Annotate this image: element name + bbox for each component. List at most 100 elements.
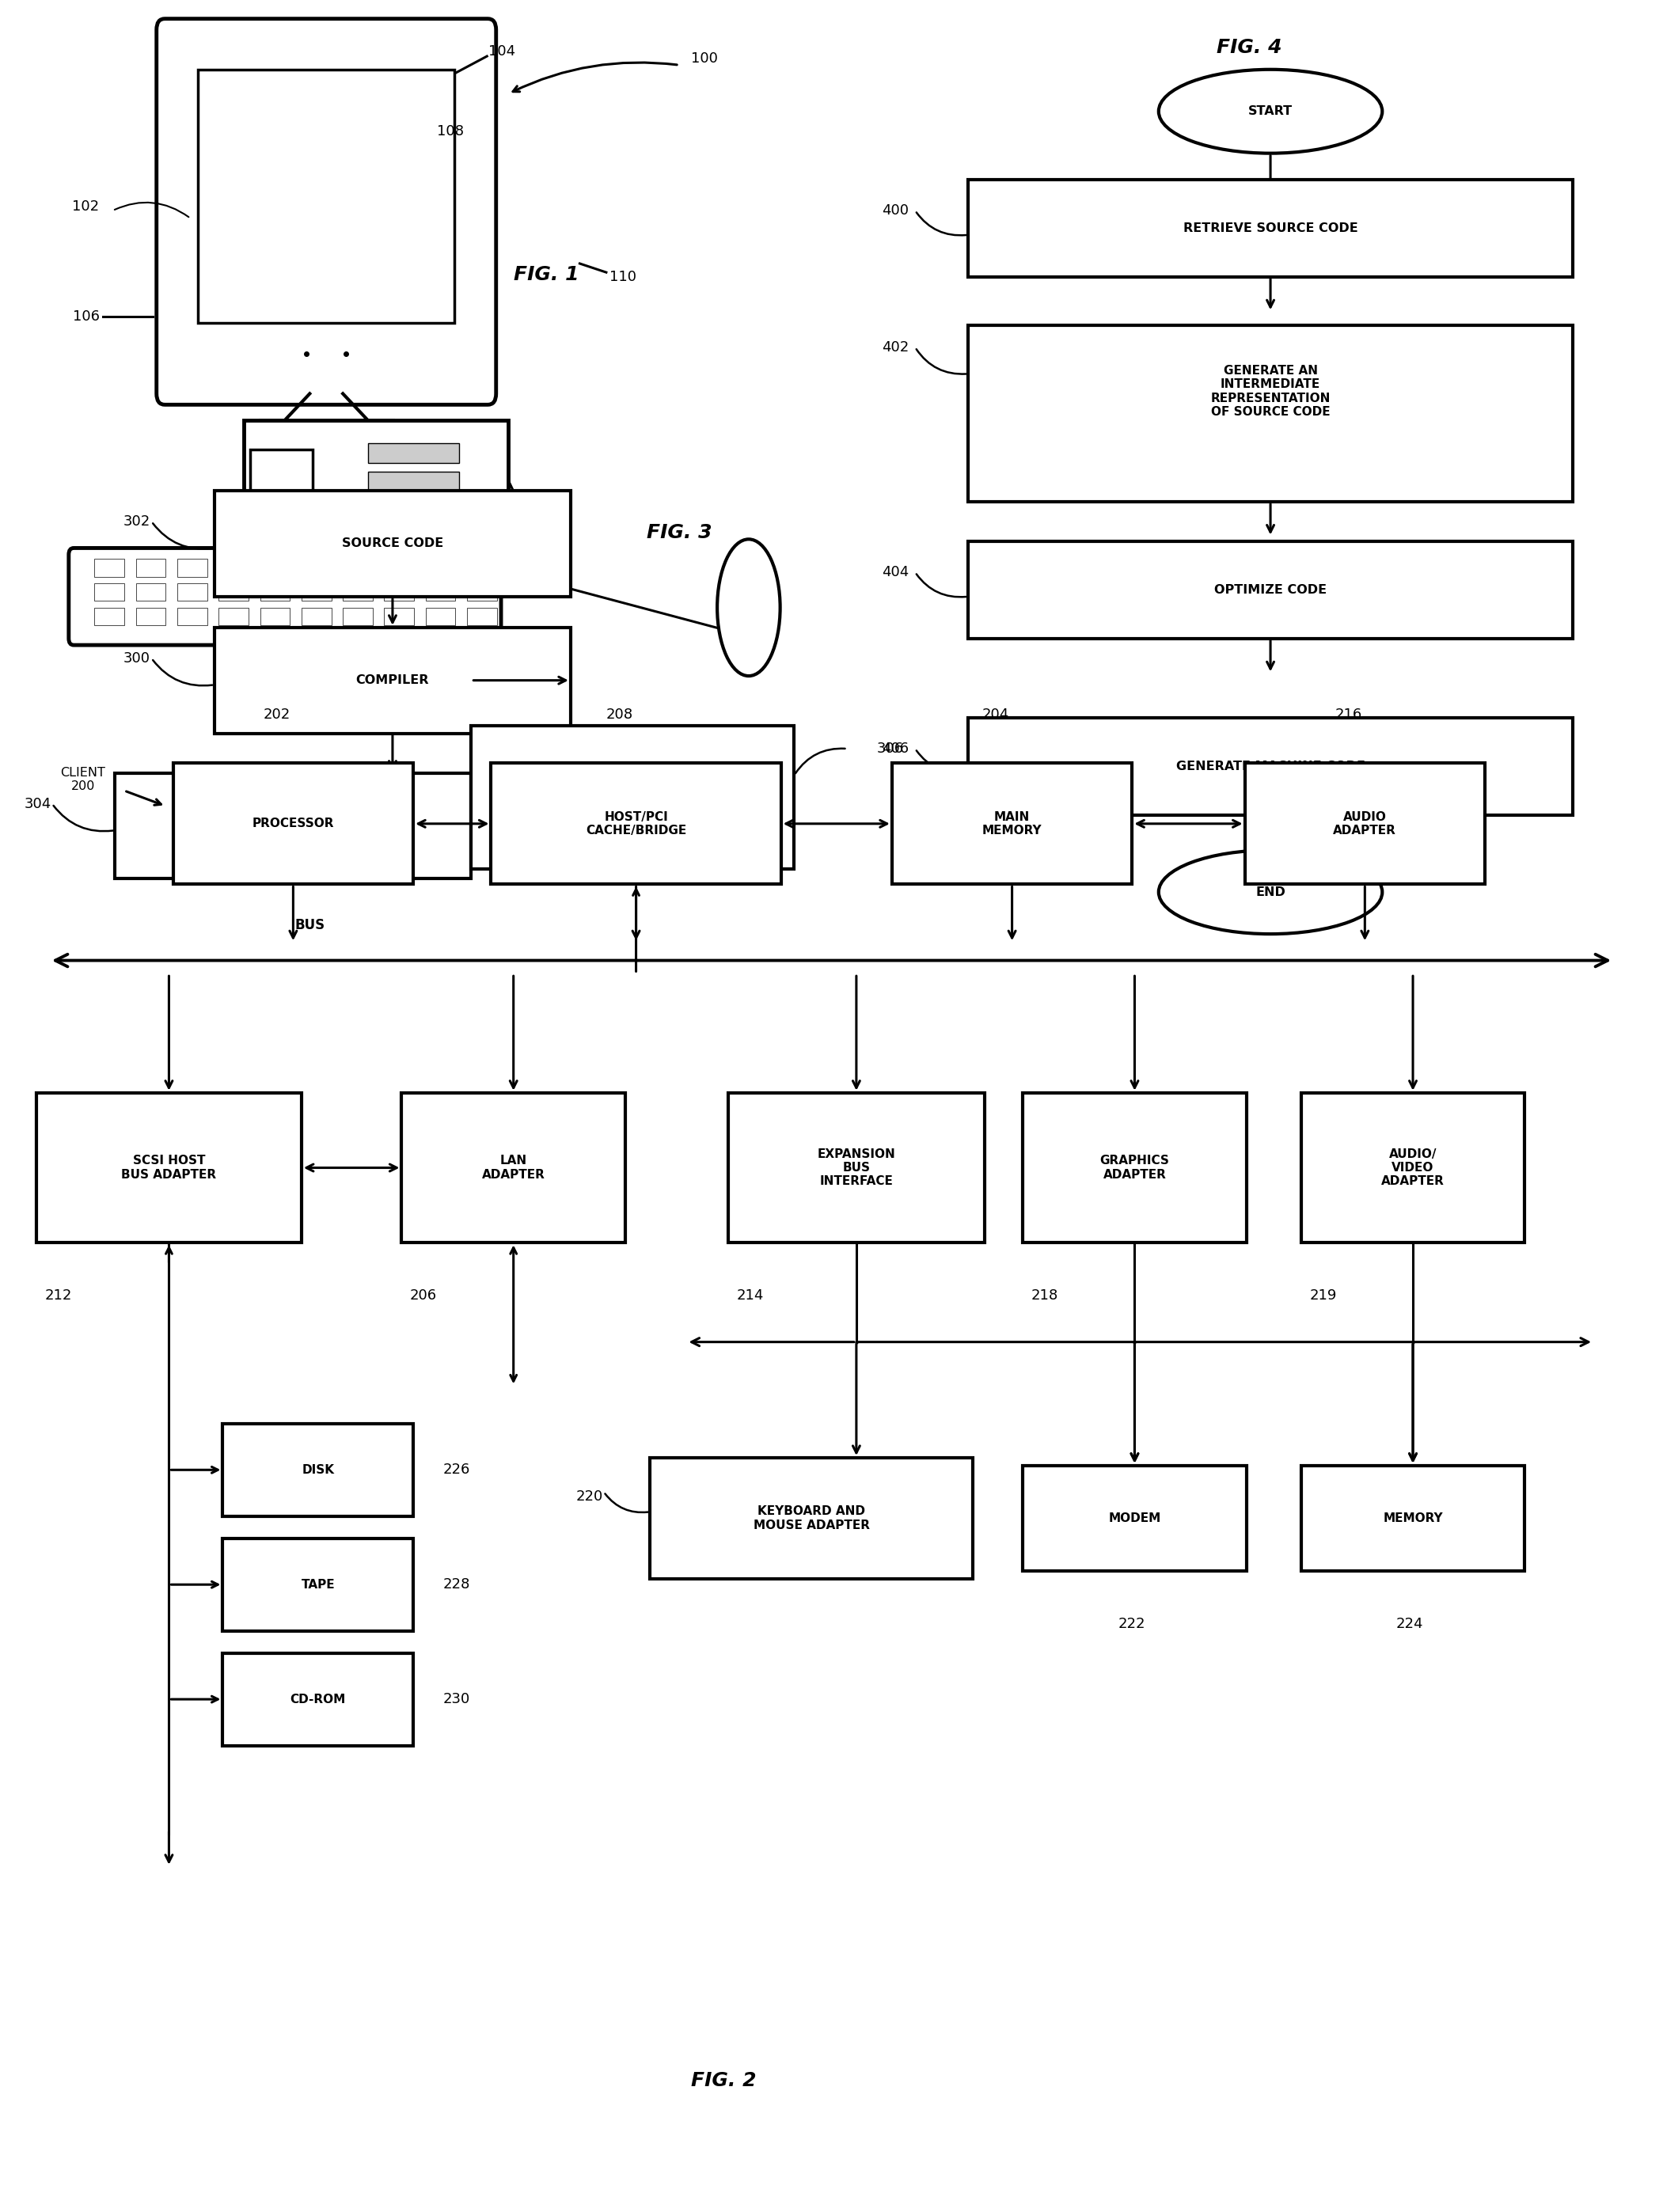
Bar <box>136 608 166 626</box>
Bar <box>301 608 331 626</box>
FancyBboxPatch shape <box>1023 1467 1247 1571</box>
FancyBboxPatch shape <box>491 763 782 885</box>
FancyBboxPatch shape <box>728 1093 984 1243</box>
Bar <box>95 560 125 577</box>
Text: 406: 406 <box>881 741 910 757</box>
Bar <box>259 560 289 577</box>
Text: 222: 222 <box>1118 1617 1146 1632</box>
Text: MAIN
MEMORY: MAIN MEMORY <box>983 812 1043 836</box>
Text: 108: 108 <box>437 124 464 139</box>
Bar <box>95 584 125 602</box>
Bar <box>368 442 459 462</box>
Bar <box>426 608 456 626</box>
Text: OPTIMIZE CODE: OPTIMIZE CODE <box>1214 584 1327 595</box>
Bar <box>178 608 206 626</box>
Bar <box>467 584 497 602</box>
FancyBboxPatch shape <box>471 726 795 869</box>
Ellipse shape <box>1159 69 1382 153</box>
Bar <box>467 560 497 577</box>
Text: 102: 102 <box>73 199 100 212</box>
Bar <box>95 608 125 626</box>
FancyBboxPatch shape <box>402 1093 625 1243</box>
Text: KEYBOARD AND
MOUSE ADAPTER: KEYBOARD AND MOUSE ADAPTER <box>753 1506 870 1531</box>
Bar <box>343 560 373 577</box>
FancyBboxPatch shape <box>1300 1093 1525 1243</box>
Text: 106: 106 <box>73 310 100 323</box>
Text: MODEM: MODEM <box>1109 1513 1161 1524</box>
Text: INTERMEDIATE
REPRESENTATION: INTERMEDIATE REPRESENTATION <box>572 768 693 792</box>
Text: FIG. 2: FIG. 2 <box>692 2070 757 2090</box>
Text: 204: 204 <box>981 708 1009 721</box>
FancyBboxPatch shape <box>650 1458 973 1579</box>
Text: 100: 100 <box>690 51 717 66</box>
Text: 230: 230 <box>442 1692 471 1705</box>
Bar <box>426 560 456 577</box>
Text: 400: 400 <box>881 204 910 217</box>
FancyBboxPatch shape <box>223 1652 414 1745</box>
Text: AUDIO
ADAPTER: AUDIO ADAPTER <box>1334 812 1397 836</box>
Text: GRAPHICS
ADAPTER: GRAPHICS ADAPTER <box>1099 1155 1169 1181</box>
FancyBboxPatch shape <box>1300 1467 1525 1571</box>
Ellipse shape <box>1159 849 1382 933</box>
Text: END: END <box>1256 887 1285 898</box>
Text: 226: 226 <box>442 1462 471 1478</box>
FancyBboxPatch shape <box>1023 1093 1247 1243</box>
Text: MEMORY: MEMORY <box>1384 1513 1443 1524</box>
Text: 300: 300 <box>123 650 150 666</box>
Text: PROCESSOR: PROCESSOR <box>253 818 334 830</box>
Ellipse shape <box>717 540 780 677</box>
Bar <box>178 560 206 577</box>
FancyBboxPatch shape <box>968 179 1573 276</box>
Text: GENERATE AN
INTERMEDIATE
REPRESENTATION
OF SOURCE CODE: GENERATE AN INTERMEDIATE REPRESENTATION … <box>1211 365 1330 418</box>
Text: SCSI HOST
BUS ADAPTER: SCSI HOST BUS ADAPTER <box>121 1155 216 1181</box>
Text: HOST/PCI
CACHE/BRIDGE: HOST/PCI CACHE/BRIDGE <box>585 812 687 836</box>
Text: START: START <box>1249 106 1292 117</box>
Text: DISK: DISK <box>301 1464 334 1475</box>
Text: BUS: BUS <box>294 918 324 931</box>
Bar <box>343 584 373 602</box>
FancyBboxPatch shape <box>223 1425 414 1515</box>
Bar <box>343 608 373 626</box>
Bar <box>178 584 206 602</box>
Bar <box>384 608 414 626</box>
Text: 214: 214 <box>737 1290 763 1303</box>
Text: 224: 224 <box>1397 1617 1424 1632</box>
Text: 202: 202 <box>263 708 289 721</box>
Text: EXPANSION
BUS
INTERFACE: EXPANSION BUS INTERFACE <box>817 1148 895 1188</box>
Text: 216: 216 <box>1335 708 1362 721</box>
Text: RETRIEVE SOURCE CODE: RETRIEVE SOURCE CODE <box>1182 223 1357 234</box>
Bar <box>368 471 459 491</box>
Bar <box>198 69 454 323</box>
Text: 104: 104 <box>489 44 516 60</box>
Bar <box>368 500 459 520</box>
Bar <box>136 560 166 577</box>
Text: 212: 212 <box>45 1290 72 1303</box>
FancyBboxPatch shape <box>891 763 1133 885</box>
Text: 208: 208 <box>605 708 634 721</box>
Text: COMPILER: COMPILER <box>356 675 429 686</box>
Bar <box>426 584 456 602</box>
Text: MACHINE CODE: MACHINE CODE <box>238 821 348 832</box>
Bar <box>218 608 248 626</box>
Text: 206: 206 <box>411 1290 437 1303</box>
FancyBboxPatch shape <box>37 1093 301 1243</box>
Text: 404: 404 <box>881 566 910 580</box>
FancyBboxPatch shape <box>68 549 501 646</box>
FancyBboxPatch shape <box>156 18 496 405</box>
Bar <box>384 584 414 602</box>
FancyBboxPatch shape <box>215 491 570 597</box>
Text: AUDIO/
VIDEO
ADAPTER: AUDIO/ VIDEO ADAPTER <box>1382 1148 1445 1188</box>
Text: 302: 302 <box>123 515 150 529</box>
Bar <box>384 560 414 577</box>
Bar <box>249 449 313 507</box>
Text: TAPE: TAPE <box>301 1579 334 1590</box>
FancyBboxPatch shape <box>968 542 1573 639</box>
FancyBboxPatch shape <box>223 1537 414 1630</box>
Bar <box>259 608 289 626</box>
FancyBboxPatch shape <box>115 772 471 878</box>
Text: 306: 306 <box>876 741 905 757</box>
FancyBboxPatch shape <box>243 420 509 542</box>
Text: LAN
ADAPTER: LAN ADAPTER <box>482 1155 545 1181</box>
Text: 110: 110 <box>610 270 637 283</box>
Text: FIG. 4: FIG. 4 <box>1216 38 1282 58</box>
